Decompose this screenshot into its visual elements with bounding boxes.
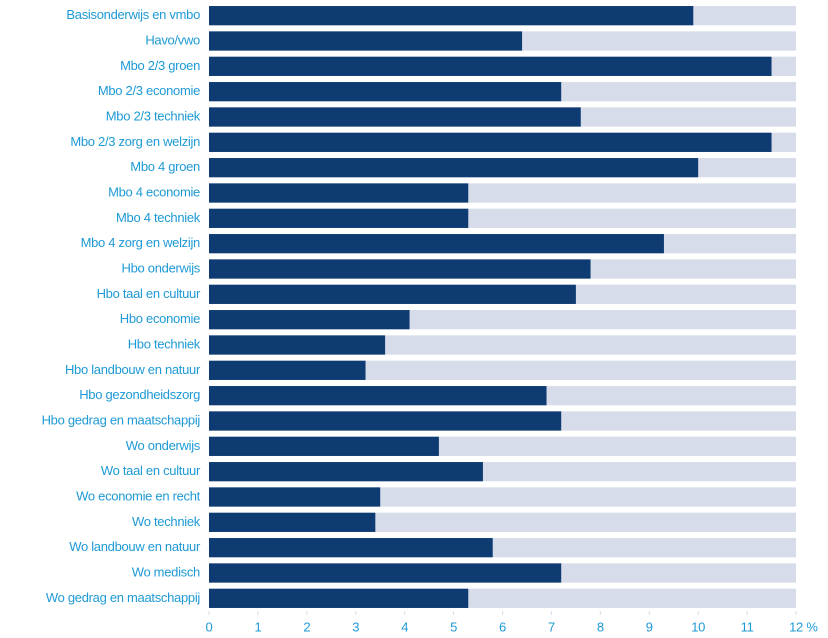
x-tick-label: 12 <box>789 619 803 634</box>
y-tick-label: Mbo 2/3 zorg en welzijn <box>70 134 200 149</box>
x-tick-label: 7 <box>548 619 555 634</box>
bar <box>209 6 694 26</box>
bar <box>209 56 772 76</box>
y-tick-label: Wo techniek <box>132 514 201 529</box>
bar <box>209 462 483 482</box>
x-tick-label: 0 <box>206 619 213 634</box>
bar <box>209 411 562 431</box>
y-tick-label: Hbo gedrag en maatschappij <box>42 412 201 427</box>
y-tick-label: Basisonderwijs en vmbo <box>66 7 200 22</box>
bar <box>209 563 562 583</box>
y-tick-label: Mbo 4 zorg en welzijn <box>81 235 200 250</box>
bar <box>209 284 576 304</box>
bar <box>209 310 410 330</box>
bar <box>209 158 699 178</box>
y-tick-label: Mbo 2/3 economie <box>98 83 200 98</box>
x-tick-label: 6 <box>499 619 506 634</box>
bar <box>209 183 469 203</box>
y-tick-label: Hbo onderwijs <box>122 260 201 275</box>
y-tick-label: Mbo 4 economie <box>108 184 200 199</box>
x-tick-label: 10 <box>691 619 705 634</box>
y-tick-label: Hbo techniek <box>128 336 201 351</box>
bar <box>209 82 562 102</box>
y-tick-label: Havo/vwo <box>145 32 200 47</box>
x-tick-label: 3 <box>352 619 359 634</box>
x-tick-label: 5 <box>450 619 457 634</box>
bar <box>209 208 469 228</box>
y-tick-label: Mbo 2/3 techniek <box>106 108 201 123</box>
x-tick-label: 11 <box>741 619 754 634</box>
bar <box>209 335 386 355</box>
bar <box>209 386 547 406</box>
y-tick-label: Wo medisch <box>132 564 200 579</box>
y-tick-label: Mbo 2/3 groen <box>120 58 200 73</box>
x-tick-label: 4 <box>401 619 408 634</box>
bar <box>209 234 664 254</box>
bar <box>209 436 439 456</box>
y-tick-label: Hbo economie <box>120 311 200 326</box>
x-tick-label: 8 <box>597 619 604 634</box>
y-tick-label: Mbo 4 techniek <box>116 210 201 225</box>
x-tick-label: 1 <box>254 619 261 634</box>
bar <box>209 132 772 152</box>
y-tick-label: Wo economie en recht <box>76 488 201 503</box>
x-tick-label: 2 <box>303 619 310 634</box>
y-tick-label: Hbo gezondheidszorg <box>79 387 200 402</box>
x-tick-label: 9 <box>646 619 653 634</box>
bar <box>209 588 469 608</box>
bar <box>209 538 493 558</box>
bar <box>209 487 381 507</box>
y-tick-label: Wo onderwijs <box>126 438 201 453</box>
bar <box>209 259 591 279</box>
bar <box>209 360 366 380</box>
bar <box>209 107 581 127</box>
y-tick-label: Wo landbouw en natuur <box>69 539 201 554</box>
x-axis-label: % <box>806 619 818 634</box>
bar <box>209 512 376 532</box>
y-tick-label: Mbo 4 groen <box>130 159 200 174</box>
y-tick-label: Wo taal en cultuur <box>101 463 201 478</box>
y-tick-label: Hbo taal en cultuur <box>97 286 201 301</box>
bar <box>209 31 523 51</box>
y-tick-label: Wo gedrag en maatschappij <box>46 590 201 605</box>
y-tick-label: Hbo landbouw en natuur <box>65 362 201 377</box>
